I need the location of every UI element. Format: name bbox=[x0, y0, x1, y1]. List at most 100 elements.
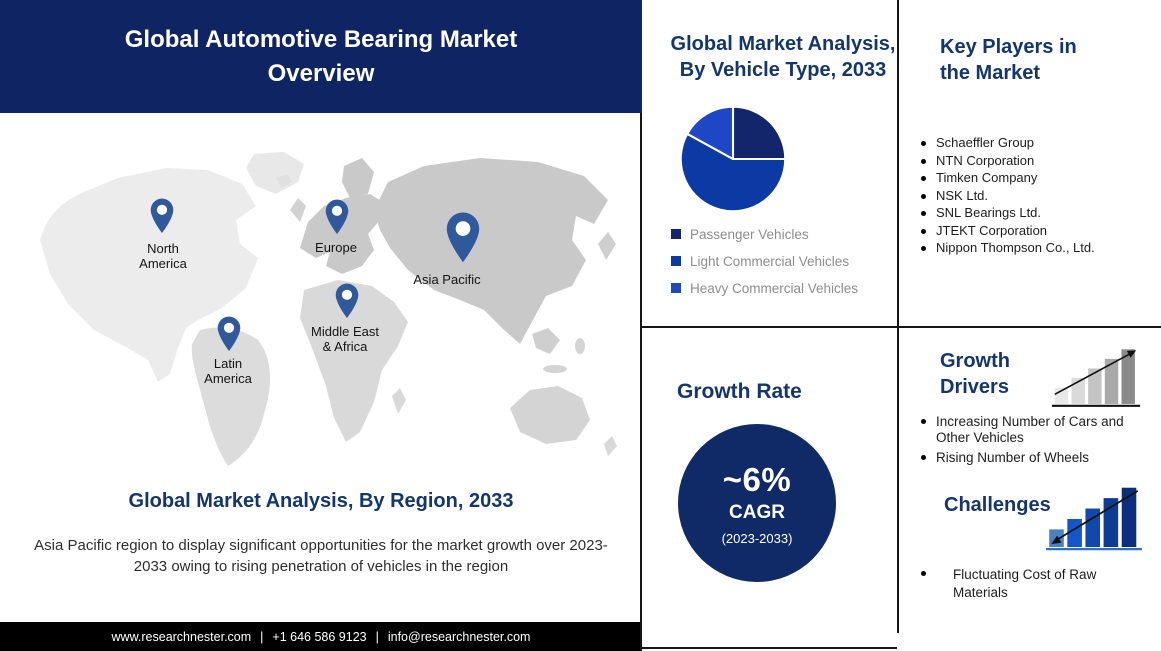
list-item: JTEKT Corporation bbox=[921, 223, 1141, 238]
list-item: NTN Corporation bbox=[921, 152, 1141, 168]
list-item-text: Nippon Thompson Co., Ltd. bbox=[936, 240, 1095, 255]
map-pin-label-line: Latin bbox=[213, 356, 243, 371]
legend-item: Light Commercial Vehicles bbox=[671, 253, 858, 269]
map-pin-label-line: Asia Pacific bbox=[413, 272, 481, 287]
list-item: NSK Ltd. bbox=[921, 187, 1141, 203]
map-pin-label-line: America bbox=[139, 256, 187, 272]
map-pin-label-middle-east-africa: Middle East & Africa bbox=[290, 324, 400, 355]
icon-arrowhead bbox=[1126, 350, 1137, 358]
cagr-period: (2023-2033) bbox=[721, 531, 793, 546]
map-pin-latin-america bbox=[217, 316, 241, 352]
key-players-heading: Key Players in the Market bbox=[940, 36, 1077, 85]
pin-hole bbox=[331, 205, 343, 216]
map-pin-label-north-america: North America bbox=[118, 241, 208, 272]
list-item: Fluctuating Cost of Raw Materials bbox=[921, 566, 1121, 602]
map-pin-label-asia-pacific: Asia Pacific bbox=[392, 272, 502, 287]
list-item-text: Fluctuating Cost of Raw Materials bbox=[953, 567, 1097, 601]
icon-bar bbox=[1085, 508, 1101, 548]
challenges-list: Fluctuating Cost of Raw Materials bbox=[921, 566, 1121, 602]
bullet-dot-icon bbox=[921, 193, 926, 199]
island-uk bbox=[290, 198, 306, 222]
divider-vertical-left bbox=[640, 113, 642, 651]
challenges-heading: Challenges bbox=[944, 494, 1051, 516]
list-item-text: SNL Bearings Ltd. bbox=[936, 205, 1042, 220]
icon-arrowhead bbox=[1051, 535, 1062, 544]
continent-north-america bbox=[40, 168, 258, 382]
pin-hole bbox=[341, 289, 353, 300]
bullet-dot-icon bbox=[921, 176, 926, 181]
island-iceland bbox=[276, 174, 292, 188]
footer-website: www.researchnester.com bbox=[111, 629, 252, 644]
divider-horizontal-middle bbox=[642, 326, 1161, 328]
page-title: Global Automotive Bearing Market Overvie… bbox=[124, 25, 518, 87]
legend-swatch-icon bbox=[671, 256, 681, 266]
bullet-dot-icon bbox=[921, 158, 926, 164]
list-item: SNL Bearings Ltd. bbox=[921, 206, 1141, 220]
legend-swatch-icon bbox=[671, 283, 681, 293]
continent-europe bbox=[300, 194, 386, 274]
pin-icon bbox=[446, 212, 480, 263]
footer-phone: +1 646 586 9123 bbox=[272, 629, 367, 644]
legend-label: Passenger Vehicles bbox=[690, 226, 809, 242]
island-madagascar bbox=[392, 388, 406, 414]
list-item-text: NTN Corporation bbox=[936, 152, 1035, 168]
island-indonesia bbox=[543, 365, 567, 373]
divider-vertical-right bbox=[897, 0, 899, 633]
icon-trend-arrow bbox=[1058, 490, 1139, 540]
legend-label: Light Commercial Vehicles bbox=[690, 253, 850, 269]
divider-horizontal-middle-bottom bbox=[642, 647, 897, 649]
map-pin-label-line: Europe bbox=[315, 240, 357, 255]
island-japan bbox=[598, 232, 616, 260]
vehicle-type-pie-chart bbox=[679, 105, 787, 213]
map-pin-north-america bbox=[150, 198, 174, 234]
legend-item: Heavy Commercial Vehicles bbox=[671, 281, 858, 296]
map-pin-label-europe: Europe bbox=[291, 240, 381, 255]
key-players-list: Schaeffler Group NTN Corporation Timken Co… bbox=[921, 136, 1141, 259]
continent-australia bbox=[510, 386, 590, 444]
challenges-bar-chart-icon bbox=[1046, 487, 1142, 551]
list-item: Schaeffler Group bbox=[921, 136, 1141, 150]
footer-separator: | bbox=[260, 629, 264, 644]
pin-hole bbox=[455, 221, 471, 236]
pie-slice-0 bbox=[731, 105, 787, 161]
icon-bar bbox=[1088, 368, 1102, 404]
footer-email: info@researchnester.com bbox=[387, 629, 531, 644]
growth-rate-heading: Growth Rate bbox=[677, 380, 802, 403]
list-item-text: Schaeffler Group bbox=[936, 135, 1035, 150]
pin-icon bbox=[335, 283, 359, 319]
list-item-text: Timken Company bbox=[936, 170, 1038, 185]
region-analysis-description: Asia Pacific region to display significa… bbox=[34, 537, 608, 575]
cagr-label: CAGR bbox=[729, 502, 785, 523]
map-pin-middle-east-africa bbox=[335, 283, 359, 319]
map-pin-asia-pacific bbox=[446, 212, 480, 263]
bullet-dot-icon bbox=[921, 454, 926, 460]
map-pin-europe bbox=[325, 199, 349, 235]
pin-hole bbox=[156, 204, 168, 215]
icon-trend-arrow bbox=[1054, 353, 1130, 396]
pie-slice-2 bbox=[686, 105, 735, 161]
list-item: Nippon Thompson Co., Ltd. bbox=[921, 241, 1141, 255]
title-banner: Global Automotive Bearing Market Overvie… bbox=[0, 0, 642, 113]
map-pin-label-line: Middle East bbox=[311, 324, 379, 339]
region-analysis-heading: Global Market Analysis, By Region, 2033 bbox=[128, 490, 514, 512]
map-pin-label-latin-america: Latin America bbox=[183, 356, 273, 387]
pie-legend: Passenger Vehicles Light Commercial Vehic… bbox=[671, 227, 858, 308]
growth-drivers-heading: Growth Drivers bbox=[940, 350, 1010, 399]
list-item: Timken Company bbox=[921, 171, 1141, 185]
cagr-circle: ~6% CAGR (2023-2033) bbox=[678, 424, 836, 582]
region-southeast-asia bbox=[532, 328, 560, 354]
bullet-dot-icon bbox=[921, 571, 926, 576]
legend-swatch-icon bbox=[671, 229, 681, 239]
bullet-dot-icon bbox=[921, 228, 926, 234]
pin-icon bbox=[150, 198, 174, 234]
continent-greenland bbox=[246, 152, 304, 194]
list-item-text: Rising Number of Wheels bbox=[936, 449, 1090, 465]
island-new-zealand bbox=[604, 436, 617, 456]
pin-hole bbox=[223, 322, 235, 333]
bullet-dot-icon bbox=[921, 141, 926, 146]
region-scandinavia bbox=[342, 158, 374, 198]
list-item: Increasing Number of Cars and Other Vehi… bbox=[921, 414, 1133, 447]
list-item-text: NSK Ltd. bbox=[936, 187, 989, 203]
growth-drivers-bar-chart-icon bbox=[1051, 349, 1141, 407]
